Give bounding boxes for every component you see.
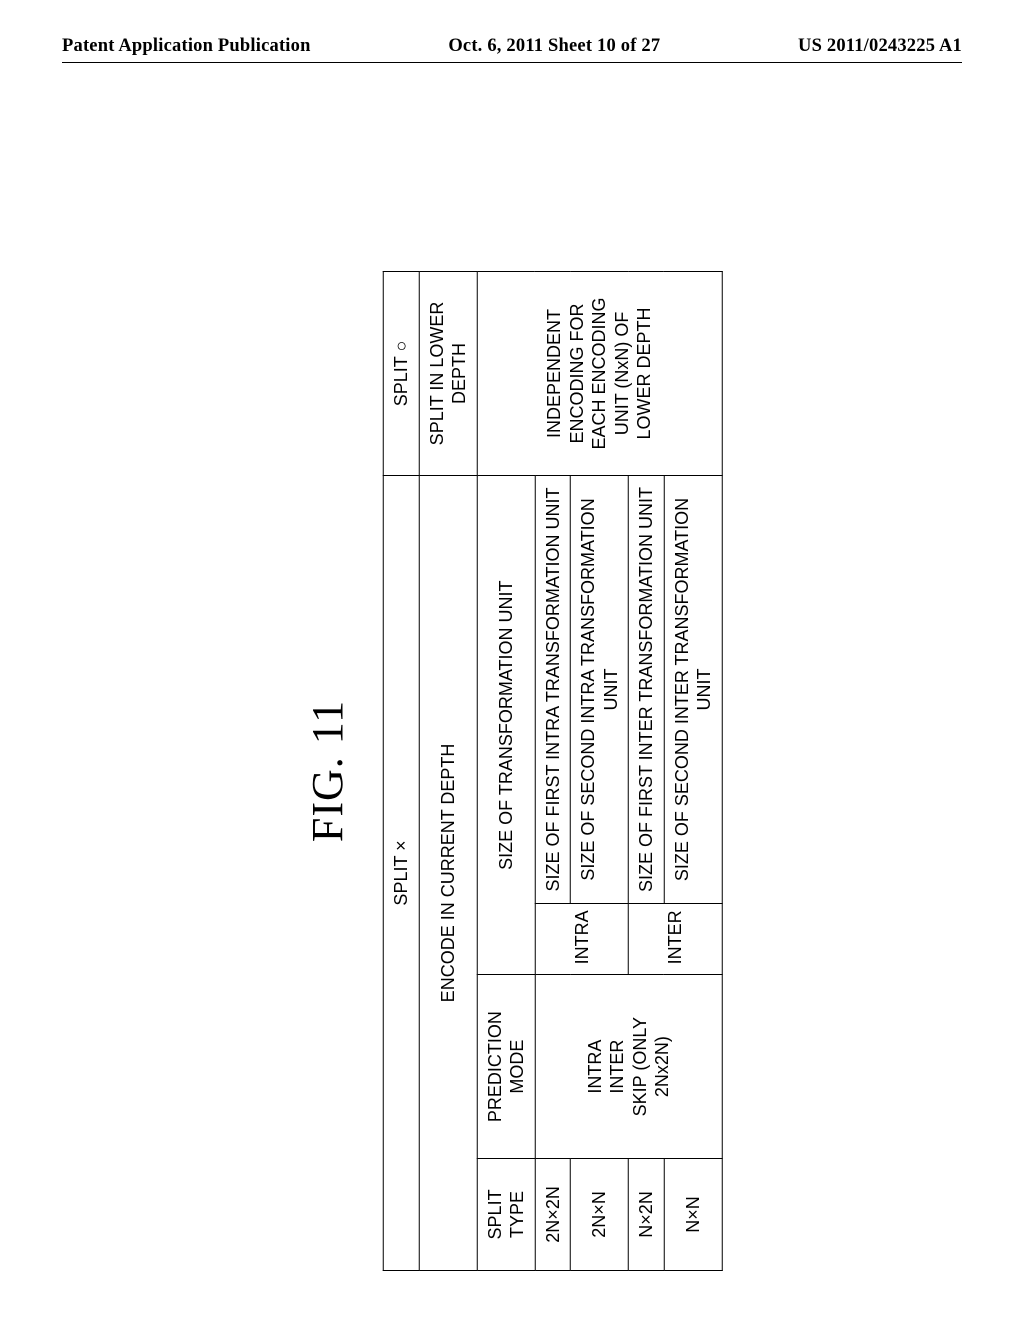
figure-inner: FIG. 11 SPLIT × SPLIT ○: [302, 271, 723, 1271]
cell-pred-modes: INTRA INTER SKIP (ONLY 2Nx2N): [535, 975, 722, 1158]
cell-col-size-trans: SIZE OF TRANSFORMATION UNIT: [477, 475, 535, 975]
figure-caption: FIG. 11: [302, 271, 353, 1271]
cell-st0: 2N×2N: [535, 1158, 571, 1270]
table-row: ENCODE IN CURRENT DEPTH SPLIT IN LOWER D…: [419, 272, 477, 1271]
cell-right-body: INDEPENDENT ENCODING FOR EACH ENCODING U…: [477, 272, 722, 476]
cell-encode-lower: SPLIT IN LOWER DEPTH: [419, 272, 477, 476]
table-row: SPLIT × SPLIT ○: [383, 272, 419, 1271]
figure-table: SPLIT × SPLIT ○ ENCODE IN CURRENT DEPTH …: [383, 271, 723, 1271]
header-left: Patent Application Publication: [62, 36, 311, 57]
header-right: US 2011/0243225 A1: [798, 36, 962, 57]
cell-t3: SIZE OF SECOND INTER TRANSFORMATION UNIT: [664, 475, 722, 903]
cell-split-x: SPLIT ×: [383, 475, 419, 1270]
figure-rotated: FIG. 11 SPLIT × SPLIT ○: [302, 271, 723, 1271]
cell-split-o: SPLIT ○: [383, 272, 419, 476]
cell-t1: SIZE OF SECOND INTRA TRANSFORMATION UNIT: [570, 475, 628, 903]
cell-t0: SIZE OF FIRST INTRA TRANSFORMATION UNIT: [535, 475, 571, 903]
page-header: Patent Application Publication Oct. 6, 2…: [0, 36, 1024, 57]
cell-st2: N×2N: [628, 1158, 664, 1270]
figure-area: FIG. 11 SPLIT × SPLIT ○: [0, 86, 1024, 1320]
cell-t2: SIZE OF FIRST INTER TRANSFORMATION UNIT: [628, 475, 664, 903]
pm1-label: INTER: [606, 985, 629, 1147]
cell-mode-intra: INTRA: [535, 904, 629, 975]
cell-col-pred-mode: PREDICTION MODE: [477, 975, 535, 1158]
table-row: SPLIT TYPE PREDICTION MODE SIZE OF TRANS…: [477, 272, 535, 1271]
cell-encode-current: ENCODE IN CURRENT DEPTH: [419, 475, 477, 1270]
page: Patent Application Publication Oct. 6, 2…: [0, 0, 1024, 1320]
cell-col-split-type: SPLIT TYPE: [477, 1158, 535, 1270]
cell-st3: N×N: [664, 1158, 722, 1270]
pm0-label: INTRA: [583, 985, 606, 1147]
header-rule: [62, 62, 962, 63]
header-center: Oct. 6, 2011 Sheet 10 of 27: [448, 36, 660, 57]
cell-mode-inter: INTER: [628, 904, 722, 975]
cell-st1: 2N×N: [570, 1158, 628, 1270]
pm2-label: SKIP (ONLY 2Nx2N): [628, 985, 673, 1147]
